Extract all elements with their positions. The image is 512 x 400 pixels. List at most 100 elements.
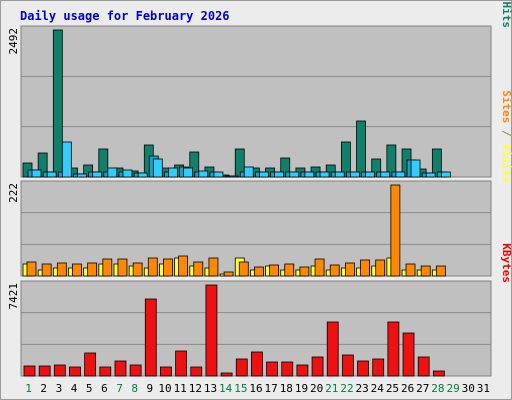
bar-hits-day-3 (52, 29, 63, 178)
right-legend-part: Sites (500, 90, 512, 123)
x-tick-label-day-5: 5 (86, 382, 93, 395)
right-legend-part: Visits (500, 143, 512, 183)
bar-kbytes-day-26 (402, 332, 415, 377)
bar-sites-day-21 (329, 264, 340, 277)
bar-sites-day-25 (390, 184, 401, 277)
bar-pages-day-26 (410, 159, 421, 178)
x-tick-label-day-27: 27 (416, 382, 429, 395)
bar-pages-day-13 (213, 171, 224, 178)
bar-pages-day-28 (440, 171, 451, 178)
bar-sites-day-7 (117, 258, 128, 277)
x-tick-label-day-31: 31 (477, 382, 490, 395)
bar-sites-day-24 (375, 259, 386, 277)
x-tick-label-day-29: 29 (446, 382, 459, 395)
bar-sites-day-4 (72, 263, 82, 277)
bar-pages-day-16 (259, 171, 269, 178)
right-legend-part: / (500, 123, 512, 143)
bar-hits-day-6 (98, 148, 109, 178)
bar-sites-day-19 (299, 266, 310, 277)
bar-pages-day-21 (334, 171, 345, 178)
x-tick-label-day-23: 23 (356, 382, 369, 395)
x-tick-label-day-15: 15 (234, 382, 247, 395)
bar-sites-day-10 (163, 258, 173, 277)
bar-sites-day-1 (26, 261, 37, 277)
bar-kbytes-day-8 (129, 364, 142, 377)
y-max-label-kbytes: 7421 (7, 283, 20, 310)
bar-hits-day-22 (340, 141, 351, 178)
bar-sites-day-18 (284, 263, 295, 277)
x-tick-label-day-4: 4 (71, 382, 78, 395)
bar-pages-day-9 (152, 158, 163, 178)
panel-background-hits-files-pages (20, 25, 492, 178)
bar-kbytes-day-23 (357, 360, 369, 377)
bar-hits-day-23 (356, 120, 366, 178)
x-tick-label-day-16: 16 (249, 382, 262, 395)
bar-hits-day-18 (280, 157, 291, 178)
x-tick-label-day-14: 14 (219, 382, 233, 395)
x-tick-label-day-18: 18 (280, 382, 293, 395)
bar-kbytes-day-25 (387, 321, 400, 377)
bar-pages-day-8 (137, 172, 148, 178)
bar-sites-day-23 (360, 259, 370, 277)
right-legend-part: Hits (500, 2, 512, 29)
x-tick-label-day-20: 20 (310, 382, 323, 395)
bar-pages-day-6 (107, 167, 118, 178)
bar-pages-day-20 (319, 171, 330, 178)
x-tick-label-day-25: 25 (386, 382, 399, 395)
bar-pages-day-15 (243, 166, 254, 178)
x-tick-label-day-17: 17 (265, 382, 278, 395)
bar-pages-day-23 (365, 171, 375, 178)
bar-pages-day-3 (61, 141, 72, 178)
x-tick-label-day-6: 6 (101, 382, 108, 395)
bar-kbytes-day-13 (205, 284, 218, 377)
bar-kbytes-day-6 (99, 366, 112, 377)
bar-hits-day-24 (371, 158, 382, 178)
x-tick-label-day-19: 19 (295, 382, 308, 395)
bar-sites-day-22 (344, 262, 355, 277)
bar-kbytes-day-15 (235, 358, 248, 377)
bar-pages-day-18 (289, 171, 300, 178)
bar-kbytes-day-21 (326, 321, 339, 377)
bar-kbytes-day-12 (190, 366, 203, 377)
bar-hits-day-21 (325, 164, 336, 178)
bar-pages-day-24 (380, 171, 391, 178)
bar-pages-day-5 (92, 171, 103, 178)
x-tick-label-day-28: 28 (431, 382, 444, 395)
x-tick-label-day-1: 1 (25, 382, 32, 395)
bar-kbytes-day-7 (114, 360, 127, 377)
bar-hits-day-15 (234, 148, 245, 178)
x-tick-label-day-13: 13 (204, 382, 217, 395)
bar-pages-day-19 (304, 171, 315, 178)
bar-kbytes-day-1 (23, 365, 36, 377)
right-legend-visits-sites: Sites / Visits (500, 90, 512, 183)
bar-sites-day-3 (56, 262, 67, 277)
bar-pages-day-1 (31, 169, 42, 178)
bar-pages-day-2 (46, 171, 57, 178)
x-tick-label-day-12: 12 (189, 382, 202, 395)
bar-kbytes-day-28 (432, 370, 445, 377)
x-tick-label-day-11: 11 (174, 382, 187, 395)
bar-pages-day-4 (77, 173, 87, 178)
bar-sites-day-12 (193, 261, 204, 277)
bar-sites-day-28 (435, 265, 446, 277)
bar-kbytes-day-5 (84, 352, 97, 377)
bar-sites-day-5 (87, 262, 98, 277)
bar-sites-day-26 (405, 263, 416, 277)
x-tick-label-day-21: 21 (325, 382, 338, 395)
right-legend-part: KBytes (500, 243, 512, 283)
bar-pages-day-14 (228, 175, 239, 178)
bar-sites-day-11 (178, 255, 189, 277)
x-tick-label-day-26: 26 (401, 382, 414, 395)
y-max-label-hits-files-pages: 2492 (7, 28, 20, 55)
x-tick-label-day-30: 30 (462, 382, 475, 395)
right-legend-kbytes: KBytes (500, 243, 512, 283)
x-tick-label-day-8: 8 (131, 382, 138, 395)
bar-pages-day-17 (274, 171, 284, 178)
bar-hits-day-12 (189, 151, 200, 178)
x-tick-label-day-3: 3 (56, 382, 63, 395)
right-legend-hits-files-pages: Pages / Files / Hits (500, 0, 512, 28)
bar-pages-day-12 (198, 170, 209, 178)
bar-sites-day-14 (223, 271, 234, 277)
bar-kbytes-day-24 (372, 358, 385, 377)
